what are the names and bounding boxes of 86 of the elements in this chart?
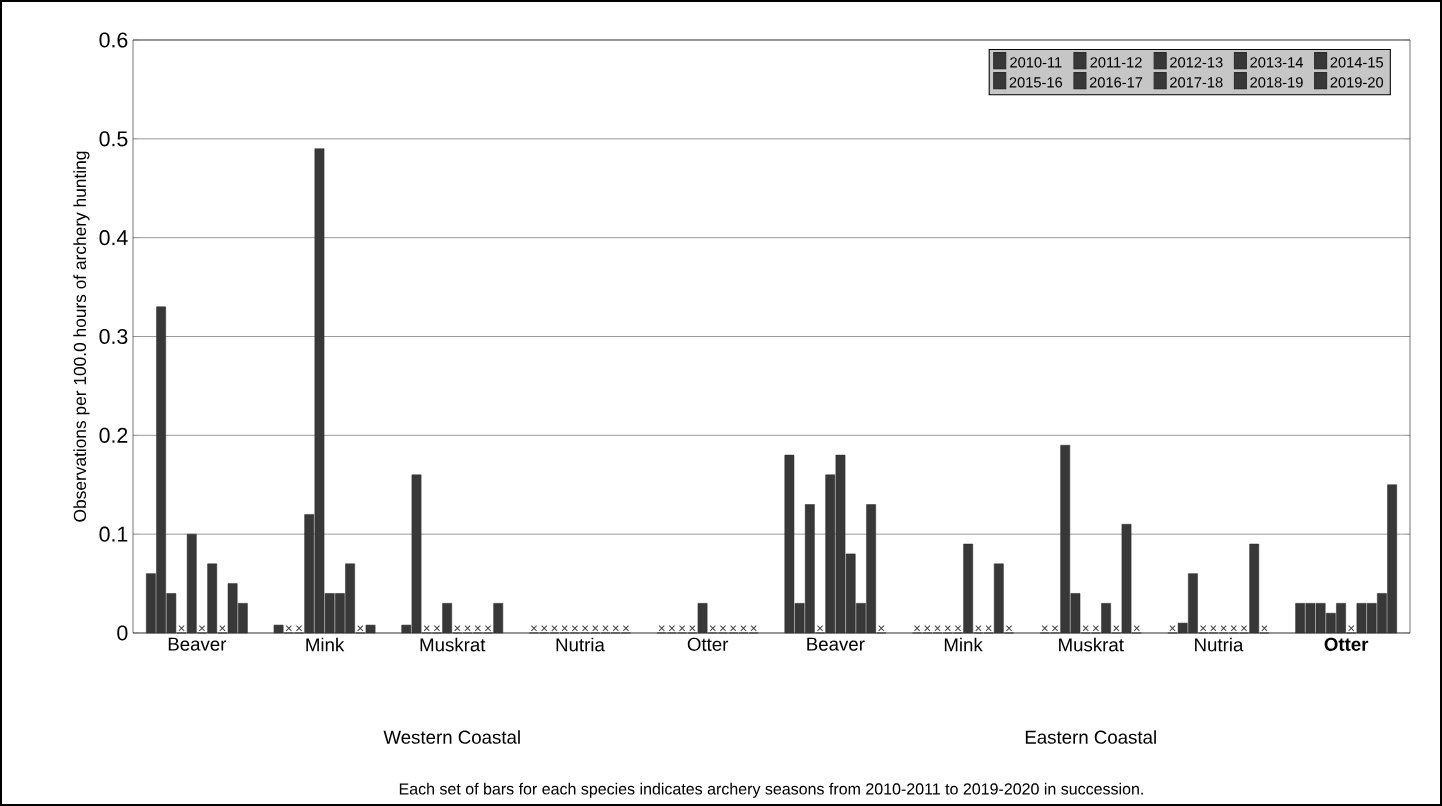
data-label: × [622, 625, 629, 632]
y-tick-label: 0.4 [99, 230, 128, 246]
data-label: × [668, 625, 675, 632]
x-tick-label: Otter [687, 637, 729, 651]
x-tick-label: Muskrat [420, 637, 486, 652]
data-label: × [944, 625, 951, 632]
data-label: × [602, 625, 609, 632]
data-label: × [541, 625, 548, 632]
text: Eastern Coastal [1025, 730, 1156, 744]
data-label: × [924, 625, 931, 632]
data-label: × [1210, 625, 1217, 632]
data-label: × [582, 625, 589, 632]
data-label: × [178, 625, 185, 632]
legend-label: 2010-11 [1010, 57, 1062, 68]
y-tick-label: 0.5 [99, 131, 128, 147]
x-tick-label: Otter [1324, 637, 1369, 651]
data-label: × [679, 625, 686, 632]
legend-label: 2012-13 [1170, 57, 1223, 68]
data-label: × [750, 625, 757, 632]
y-tick-label: 0.6 [99, 32, 128, 48]
data-label: × [1052, 625, 1058, 632]
legend-label: 2018-19 [1250, 77, 1303, 88]
data-label: × [612, 625, 619, 632]
data-label: × [531, 625, 537, 632]
x-tick-label: Beaver [807, 637, 865, 651]
x-tick-label: Mink [944, 637, 983, 652]
data-label: × [1113, 625, 1120, 632]
data-label: × [740, 625, 747, 632]
data-label: × [1169, 625, 1176, 632]
data-label: × [975, 625, 982, 632]
x-tick-label: Mink [306, 637, 345, 652]
data-label: × [658, 625, 665, 632]
data-label: × [709, 625, 716, 632]
data-label: × [954, 625, 961, 632]
text: Each set of bars for each species indicates archery seasons from 2010-2011 to 2019-2020 in succession. [399, 782, 1143, 798]
legend-label: 2015-16 [1009, 77, 1063, 88]
y-axis-title: Observations per 100.0 hours of archery hunting [73, 151, 90, 522]
data-label: × [934, 625, 941, 632]
data-label: × [357, 625, 364, 632]
data-label: × [878, 625, 885, 632]
data-label: × [571, 625, 578, 632]
y-tick-label: 0 [117, 625, 128, 641]
data-label: × [720, 625, 726, 632]
data-label: × [464, 625, 471, 632]
legend-label: 2013-14 [1250, 57, 1303, 68]
data-label: × [433, 625, 440, 632]
data-label: × [592, 625, 599, 632]
data-label: × [199, 625, 205, 632]
data-label: × [485, 625, 491, 632]
legend-label: 2017-18 [1170, 77, 1223, 88]
data-label: × [551, 625, 558, 632]
data-label: × [423, 625, 430, 632]
data-label: × [285, 625, 292, 632]
x-tick-label: Nutria [1195, 637, 1244, 652]
data-label: × [1082, 625, 1089, 632]
y-tick-label: 0.1 [99, 526, 128, 542]
data-label: × [1041, 625, 1048, 632]
y-tick-label: 0.2 [99, 427, 128, 443]
x-tick-label: Muskrat [1059, 637, 1124, 652]
data-label: × [561, 625, 568, 632]
data-label: × [1230, 625, 1237, 632]
legend-label: 2014-15 [1330, 57, 1383, 68]
data-label: × [730, 625, 737, 632]
data-label: × [1220, 625, 1227, 632]
data-label: × [689, 625, 696, 632]
text: Western Coastal [383, 730, 520, 744]
y-tick-label: 0.3 [99, 328, 128, 345]
data-label: × [985, 625, 992, 632]
legend-label: 2019-20 [1330, 77, 1384, 88]
data-label: × [1241, 625, 1247, 632]
legend-label: 2011-12 [1090, 57, 1142, 68]
data-label: × [1006, 625, 1013, 632]
data-label: × [474, 625, 481, 632]
data-label: × [1348, 625, 1355, 632]
data-label: × [1200, 625, 1207, 632]
data-label: × [1133, 625, 1140, 632]
data-label: × [219, 625, 226, 632]
data-label: × [454, 625, 461, 632]
legend-label: 2016-17 [1089, 77, 1143, 88]
data-label: × [1261, 625, 1268, 632]
data-label: × [296, 625, 303, 632]
data-label: × [1092, 625, 1099, 632]
x-tick-label: Nutria [556, 637, 605, 652]
data-label: × [914, 625, 921, 632]
data-label: × [817, 625, 824, 632]
x-tick-label: Beaver [168, 637, 227, 651]
